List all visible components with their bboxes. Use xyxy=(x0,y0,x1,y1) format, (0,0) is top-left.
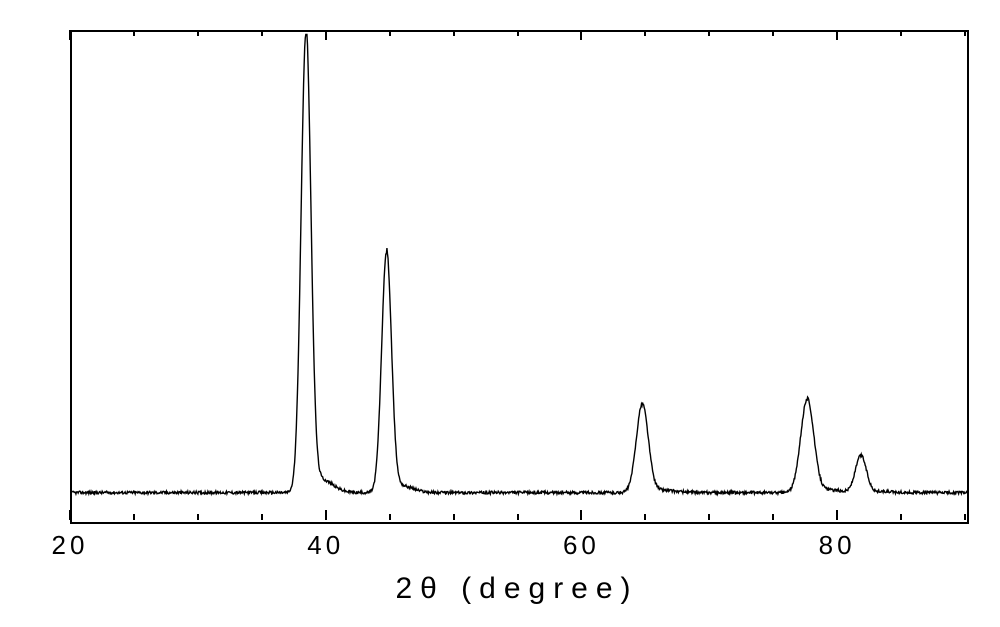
x-tick-top xyxy=(964,30,966,36)
x-tick xyxy=(836,510,838,520)
x-tick-top xyxy=(517,30,519,36)
x-axis-label: 2θ (degree) xyxy=(395,572,638,606)
x-tick xyxy=(261,514,263,520)
x-tick xyxy=(325,510,327,520)
x-tick-top xyxy=(389,30,391,36)
x-tick-top xyxy=(836,30,838,40)
x-tick xyxy=(964,514,966,520)
x-tick xyxy=(197,514,199,520)
xrd-line-plot xyxy=(72,32,967,522)
xrd-chart xyxy=(70,30,969,524)
x-tick-label: 80 xyxy=(819,530,856,561)
x-tick xyxy=(389,514,391,520)
x-tick-top xyxy=(772,30,774,36)
x-tick xyxy=(69,510,71,520)
x-tick-top xyxy=(133,30,135,36)
x-tick xyxy=(517,514,519,520)
x-tick-top xyxy=(325,30,327,40)
x-tick-top xyxy=(197,30,199,36)
x-tick xyxy=(772,514,774,520)
x-tick-label: 20 xyxy=(52,530,89,561)
x-tick-top xyxy=(261,30,263,36)
x-tick-top xyxy=(708,30,710,36)
x-tick xyxy=(708,514,710,520)
x-tick-top xyxy=(644,30,646,36)
x-tick xyxy=(580,510,582,520)
x-tick-top xyxy=(453,30,455,36)
x-tick-top xyxy=(580,30,582,40)
x-tick-label: 60 xyxy=(563,530,600,561)
x-tick-top xyxy=(69,30,71,40)
x-tick xyxy=(644,514,646,520)
x-tick xyxy=(900,514,902,520)
x-tick xyxy=(133,514,135,520)
x-tick-top xyxy=(900,30,902,36)
x-tick-label: 40 xyxy=(307,530,344,561)
x-tick xyxy=(453,514,455,520)
